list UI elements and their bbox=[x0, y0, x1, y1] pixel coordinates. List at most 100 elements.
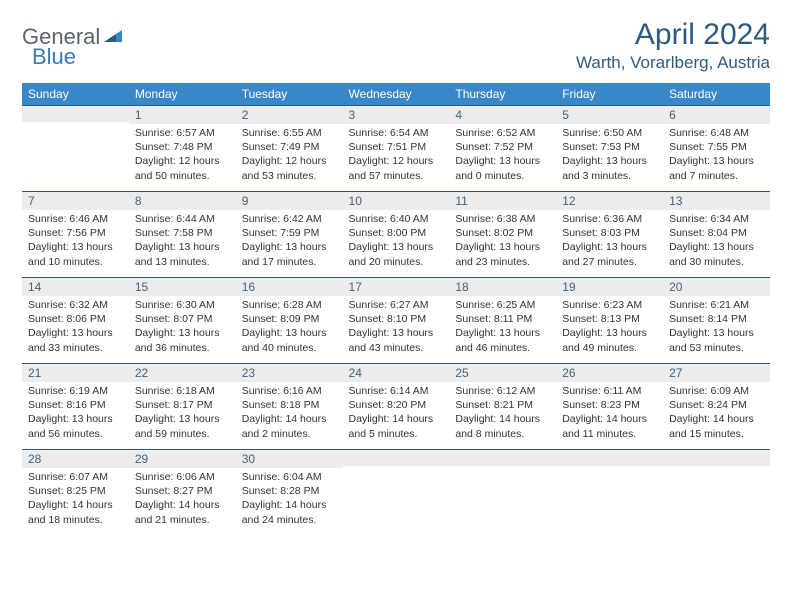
sunset-line: Sunset: 8:00 PM bbox=[349, 226, 444, 240]
daylight-line: Daylight: 14 hours and 15 minutes. bbox=[669, 412, 764, 440]
calendar-cell: 26Sunrise: 6:11 AMSunset: 8:23 PMDayligh… bbox=[556, 363, 663, 449]
day-body: Sunrise: 6:27 AMSunset: 8:10 PMDaylight:… bbox=[343, 296, 450, 361]
sunset-line: Sunset: 8:13 PM bbox=[562, 312, 657, 326]
daylight-line: Daylight: 14 hours and 24 minutes. bbox=[242, 498, 337, 526]
day-body: Sunrise: 6:44 AMSunset: 7:58 PMDaylight:… bbox=[129, 210, 236, 275]
sunrise-line: Sunrise: 6:48 AM bbox=[669, 126, 764, 140]
day-body: Sunrise: 6:46 AMSunset: 7:56 PMDaylight:… bbox=[22, 210, 129, 275]
sunset-line: Sunset: 8:28 PM bbox=[242, 484, 337, 498]
daylight-line: Daylight: 13 hours and 27 minutes. bbox=[562, 240, 657, 268]
day-number-row: 17 bbox=[343, 277, 450, 296]
daylight-line: Daylight: 14 hours and 18 minutes. bbox=[28, 498, 123, 526]
day-number-row: 16 bbox=[236, 277, 343, 296]
daylight-line: Daylight: 13 hours and 23 minutes. bbox=[455, 240, 550, 268]
day-number-row: 12 bbox=[556, 191, 663, 210]
daylight-line: Daylight: 12 hours and 50 minutes. bbox=[135, 154, 230, 182]
calendar-cell: 1Sunrise: 6:57 AMSunset: 7:48 PMDaylight… bbox=[129, 105, 236, 191]
calendar-cell: 13Sunrise: 6:34 AMSunset: 8:04 PMDayligh… bbox=[663, 191, 770, 277]
sunrise-line: Sunrise: 6:52 AM bbox=[455, 126, 550, 140]
day-body: Sunrise: 6:57 AMSunset: 7:48 PMDaylight:… bbox=[129, 124, 236, 189]
sunrise-line: Sunrise: 6:04 AM bbox=[242, 470, 337, 484]
day-number: 20 bbox=[663, 278, 770, 296]
sunrise-line: Sunrise: 6:11 AM bbox=[562, 384, 657, 398]
daylight-line: Daylight: 13 hours and 13 minutes. bbox=[135, 240, 230, 268]
sunrise-line: Sunrise: 6:14 AM bbox=[349, 384, 444, 398]
calendar-row: 28Sunrise: 6:07 AMSunset: 8:25 PMDayligh… bbox=[22, 449, 770, 535]
sunrise-line: Sunrise: 6:44 AM bbox=[135, 212, 230, 226]
daylight-line: Daylight: 12 hours and 53 minutes. bbox=[242, 154, 337, 182]
calendar-row: 21Sunrise: 6:19 AMSunset: 8:16 PMDayligh… bbox=[22, 363, 770, 449]
daylight-line: Daylight: 14 hours and 2 minutes. bbox=[242, 412, 337, 440]
day-number: 14 bbox=[22, 278, 129, 296]
calendar-cell: 12Sunrise: 6:36 AMSunset: 8:03 PMDayligh… bbox=[556, 191, 663, 277]
sunset-line: Sunset: 8:02 PM bbox=[455, 226, 550, 240]
day-number-row: 3 bbox=[343, 105, 450, 124]
day-number-row: 14 bbox=[22, 277, 129, 296]
calendar-body: 1Sunrise: 6:57 AMSunset: 7:48 PMDaylight… bbox=[22, 105, 770, 535]
sunrise-line: Sunrise: 6:23 AM bbox=[562, 298, 657, 312]
calendar-cell: 4Sunrise: 6:52 AMSunset: 7:52 PMDaylight… bbox=[449, 105, 556, 191]
day-body: Sunrise: 6:54 AMSunset: 7:51 PMDaylight:… bbox=[343, 124, 450, 189]
calendar-cell bbox=[663, 449, 770, 535]
calendar-cell: 6Sunrise: 6:48 AMSunset: 7:55 PMDaylight… bbox=[663, 105, 770, 191]
calendar-cell: 15Sunrise: 6:30 AMSunset: 8:07 PMDayligh… bbox=[129, 277, 236, 363]
day-body: Sunrise: 6:23 AMSunset: 8:13 PMDaylight:… bbox=[556, 296, 663, 361]
day-number: 1 bbox=[129, 106, 236, 124]
daylight-line: Daylight: 13 hours and 53 minutes. bbox=[669, 326, 764, 354]
sunset-line: Sunset: 8:24 PM bbox=[669, 398, 764, 412]
day-body: Sunrise: 6:34 AMSunset: 8:04 PMDaylight:… bbox=[663, 210, 770, 275]
sunrise-line: Sunrise: 6:18 AM bbox=[135, 384, 230, 398]
calendar-cell: 10Sunrise: 6:40 AMSunset: 8:00 PMDayligh… bbox=[343, 191, 450, 277]
calendar-table: SundayMondayTuesdayWednesdayThursdayFrid… bbox=[22, 83, 770, 535]
header: General April 2024 Warth, Vorarlberg, Au… bbox=[22, 18, 770, 73]
sunset-line: Sunset: 8:14 PM bbox=[669, 312, 764, 326]
calendar-cell: 9Sunrise: 6:42 AMSunset: 7:59 PMDaylight… bbox=[236, 191, 343, 277]
sunset-line: Sunset: 7:58 PM bbox=[135, 226, 230, 240]
day-number: 13 bbox=[663, 192, 770, 210]
day-number-row: 25 bbox=[449, 363, 556, 382]
weekday-header-row: SundayMondayTuesdayWednesdayThursdayFrid… bbox=[22, 83, 770, 105]
day-number-row: 19 bbox=[556, 277, 663, 296]
sunrise-line: Sunrise: 6:07 AM bbox=[28, 470, 123, 484]
day-body: Sunrise: 6:21 AMSunset: 8:14 PMDaylight:… bbox=[663, 296, 770, 361]
sunset-line: Sunset: 8:18 PM bbox=[242, 398, 337, 412]
daylight-line: Daylight: 13 hours and 40 minutes. bbox=[242, 326, 337, 354]
calendar-cell: 21Sunrise: 6:19 AMSunset: 8:16 PMDayligh… bbox=[22, 363, 129, 449]
day-body: Sunrise: 6:48 AMSunset: 7:55 PMDaylight:… bbox=[663, 124, 770, 189]
calendar-cell: 28Sunrise: 6:07 AMSunset: 8:25 PMDayligh… bbox=[22, 449, 129, 535]
day-body: Sunrise: 6:14 AMSunset: 8:20 PMDaylight:… bbox=[343, 382, 450, 447]
weekday-header: Monday bbox=[129, 83, 236, 105]
day-number: 7 bbox=[22, 192, 129, 210]
daylight-line: Daylight: 14 hours and 5 minutes. bbox=[349, 412, 444, 440]
day-body: Sunrise: 6:04 AMSunset: 8:28 PMDaylight:… bbox=[236, 468, 343, 533]
day-body: Sunrise: 6:18 AMSunset: 8:17 PMDaylight:… bbox=[129, 382, 236, 447]
day-number-row: 15 bbox=[129, 277, 236, 296]
calendar-cell: 29Sunrise: 6:06 AMSunset: 8:27 PMDayligh… bbox=[129, 449, 236, 535]
day-body: Sunrise: 6:38 AMSunset: 8:02 PMDaylight:… bbox=[449, 210, 556, 275]
calendar-cell: 23Sunrise: 6:16 AMSunset: 8:18 PMDayligh… bbox=[236, 363, 343, 449]
day-number: 15 bbox=[129, 278, 236, 296]
day-body: Sunrise: 6:12 AMSunset: 8:21 PMDaylight:… bbox=[449, 382, 556, 447]
daylight-line: Daylight: 13 hours and 56 minutes. bbox=[28, 412, 123, 440]
sunset-line: Sunset: 8:20 PM bbox=[349, 398, 444, 412]
day-number-row: 10 bbox=[343, 191, 450, 210]
day-number-row: 6 bbox=[663, 105, 770, 124]
sunset-line: Sunset: 8:06 PM bbox=[28, 312, 123, 326]
day-body: Sunrise: 6:50 AMSunset: 7:53 PMDaylight:… bbox=[556, 124, 663, 189]
sunrise-line: Sunrise: 6:25 AM bbox=[455, 298, 550, 312]
sunrise-line: Sunrise: 6:32 AM bbox=[28, 298, 123, 312]
day-number-row: 11 bbox=[449, 191, 556, 210]
sunrise-line: Sunrise: 6:19 AM bbox=[28, 384, 123, 398]
calendar-row: 7Sunrise: 6:46 AMSunset: 7:56 PMDaylight… bbox=[22, 191, 770, 277]
day-body: Sunrise: 6:11 AMSunset: 8:23 PMDaylight:… bbox=[556, 382, 663, 447]
sunset-line: Sunset: 7:49 PM bbox=[242, 140, 337, 154]
daylight-line: Daylight: 13 hours and 59 minutes. bbox=[135, 412, 230, 440]
day-body: Sunrise: 6:36 AMSunset: 8:03 PMDaylight:… bbox=[556, 210, 663, 275]
day-body: Sunrise: 6:16 AMSunset: 8:18 PMDaylight:… bbox=[236, 382, 343, 447]
day-number-row: 28 bbox=[22, 449, 129, 468]
day-number: 19 bbox=[556, 278, 663, 296]
sunrise-line: Sunrise: 6:36 AM bbox=[562, 212, 657, 226]
sunrise-line: Sunrise: 6:34 AM bbox=[669, 212, 764, 226]
sunrise-line: Sunrise: 6:27 AM bbox=[349, 298, 444, 312]
day-number-row: 23 bbox=[236, 363, 343, 382]
